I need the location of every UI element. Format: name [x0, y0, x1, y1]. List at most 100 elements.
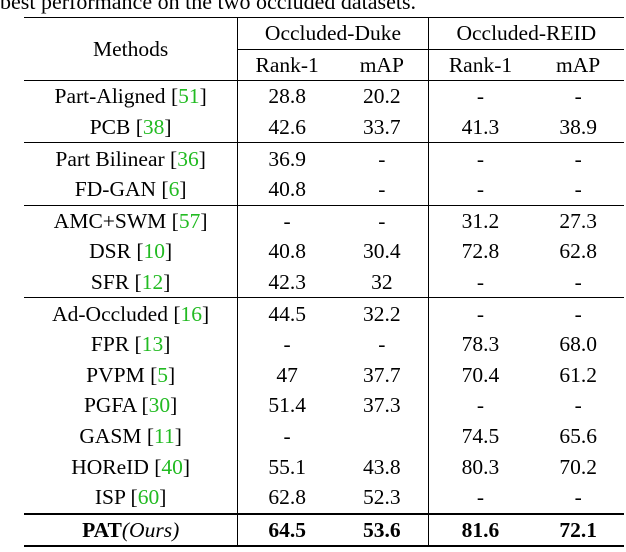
- value-cell: -: [335, 173, 429, 206]
- table-caption: best performance on the two occluded dat…: [0, 0, 417, 14]
- method-cell: DSR [10]: [24, 236, 239, 267]
- table-row: FPR [13] - - 78.3 68.0: [24, 328, 624, 360]
- value-cell: 47: [276, 362, 298, 387]
- value-cell: -: [428, 80, 533, 112]
- value-cell: 74.5: [461, 424, 500, 449]
- value-cell: -: [428, 297, 533, 329]
- value-cell: 37.7: [335, 359, 429, 391]
- method-cell: SFR [12]: [24, 266, 239, 298]
- value-cell: -: [283, 424, 291, 449]
- method-name: SFR: [90, 270, 130, 295]
- header-row: Methods Occluded-Duke Occluded-REID: [24, 16, 624, 81]
- value-cell: 28.8: [237, 80, 336, 112]
- value-cell: 68.0: [559, 332, 597, 357]
- citation-link[interactable]: 40: [161, 454, 183, 479]
- value-cell: -: [574, 270, 582, 295]
- value-cell: 55.1: [268, 454, 306, 479]
- value-cell: -: [574, 177, 582, 202]
- value-cell: 36.9: [237, 142, 336, 174]
- citation-link[interactable]: 6: [168, 177, 180, 202]
- value-cell: 38.9: [559, 115, 597, 140]
- value-cell: -: [532, 297, 624, 329]
- table-row: Ad-Occluded [16] 44.5 32.2- -: [24, 297, 624, 329]
- value-cell: -: [476, 393, 485, 418]
- citation-link[interactable]: 57: [178, 208, 201, 233]
- value-cell: -: [532, 142, 624, 174]
- value-cell: 62.8: [268, 485, 306, 510]
- method-name: FD-GAN: [74, 177, 157, 202]
- citation-link[interactable]: 51: [178, 84, 200, 109]
- value-cell: 78.3: [461, 332, 500, 357]
- dataset-header-duke: Occluded-Duke: [237, 17, 429, 50]
- value-cell: 32.2: [335, 297, 429, 329]
- value-cell: -: [335, 204, 429, 237]
- citation-link[interactable]: 16: [180, 301, 203, 326]
- value-cell: -: [335, 142, 429, 174]
- method-cell: HOReID [40]: [24, 451, 239, 482]
- value-cell: -: [335, 328, 429, 360]
- results-table: Methods Occluded-Duke Occluded-REID Rank…: [24, 16, 624, 548]
- table-row: PVPM [5] 47 37.7 70.4 61.2: [24, 359, 624, 391]
- method-suffix: Ours: [129, 517, 173, 542]
- metric-header: mAP: [335, 49, 429, 81]
- method-cell: ISP [60]: [24, 481, 239, 514]
- value-cell: 40.8: [268, 177, 306, 202]
- method-name: Part-Aligned: [54, 84, 166, 109]
- method-name: DSR: [89, 239, 131, 264]
- value-cell: 44.5: [237, 297, 336, 329]
- method-name: Ad-Occluded: [52, 301, 168, 326]
- value-cell: 65.6: [559, 424, 597, 449]
- citation-link[interactable]: 5: [157, 362, 168, 387]
- table-body: Part-Aligned [51] 28.8 20.2- - PCB [38] 42.6 3…: [24, 80, 624, 514]
- citation-link[interactable]: 13: [141, 332, 164, 357]
- citation-link[interactable]: 36: [177, 146, 199, 171]
- table-row: HOReID [40] 55.1 43.8 80.3 70.2: [24, 451, 624, 482]
- table-row: AMC+SWM [57] - -31.2 27.3: [24, 204, 624, 237]
- value-cell: 42.3: [268, 270, 306, 295]
- value-cell: 53.6: [335, 512, 429, 548]
- citation-link[interactable]: 11: [154, 424, 175, 449]
- method-name: PGFA: [83, 393, 137, 418]
- value-cell: 81.6: [428, 512, 533, 548]
- table-row: GASM [11] - 74.5 65.6: [24, 420, 624, 452]
- method-name: FPR: [90, 332, 130, 357]
- value-cell: -: [283, 332, 291, 357]
- value-cell: 61.2: [559, 362, 597, 387]
- value-cell: 70.2: [559, 454, 597, 479]
- value-cell: -: [476, 177, 485, 202]
- method-name: HOReID: [71, 454, 149, 479]
- value-cell: 72.1: [532, 512, 624, 548]
- method-cell: PAT(Ours): [24, 512, 239, 548]
- value-cell: -: [237, 204, 336, 237]
- citation-link[interactable]: 60: [137, 485, 160, 510]
- value-cell: 31.2: [428, 204, 533, 237]
- table-row: ISP [60] 62.8 52.3 - -: [24, 481, 624, 514]
- metric-header: Rank-1: [255, 52, 319, 77]
- value-cell: 52.3: [335, 481, 429, 514]
- value-cell: 30.4: [335, 236, 429, 267]
- dataset-header-reid: Occluded-REID: [428, 17, 624, 50]
- value-cell: 32: [335, 266, 429, 298]
- metric-header: mAP: [556, 52, 601, 77]
- value-cell: 33.7: [335, 111, 429, 143]
- value-cell: 43.8: [335, 451, 429, 482]
- value-cell: 27.3: [532, 204, 624, 237]
- metric-header-row: Rank-1 mAP Rank-1 mAP: [24, 49, 624, 81]
- value-cell: -: [574, 485, 582, 510]
- citation-link[interactable]: 10: [143, 239, 166, 264]
- citation-link[interactable]: 38: [142, 115, 165, 140]
- citation-link[interactable]: 12: [141, 270, 164, 295]
- table-row: Part-Aligned [51] 28.8 20.2- -: [24, 80, 624, 112]
- method-name: PVPM: [86, 362, 145, 387]
- method-cell: PGFA [30]: [24, 390, 239, 421]
- citation-link[interactable]: 30: [148, 393, 171, 418]
- value-cell: 80.3: [461, 454, 500, 479]
- method-cell: PCB [38]: [24, 111, 239, 143]
- value-cell: -: [574, 393, 582, 418]
- value-cell: 64.5: [237, 512, 336, 548]
- method-name: AMC+SWM: [53, 208, 167, 233]
- value-cell: 42.6: [268, 115, 306, 140]
- value-cell: 51.4: [268, 393, 306, 418]
- method-name: GASM: [79, 424, 142, 449]
- ours-row: PAT(Ours) 64.5 53.6 81.6 72.1: [24, 512, 624, 548]
